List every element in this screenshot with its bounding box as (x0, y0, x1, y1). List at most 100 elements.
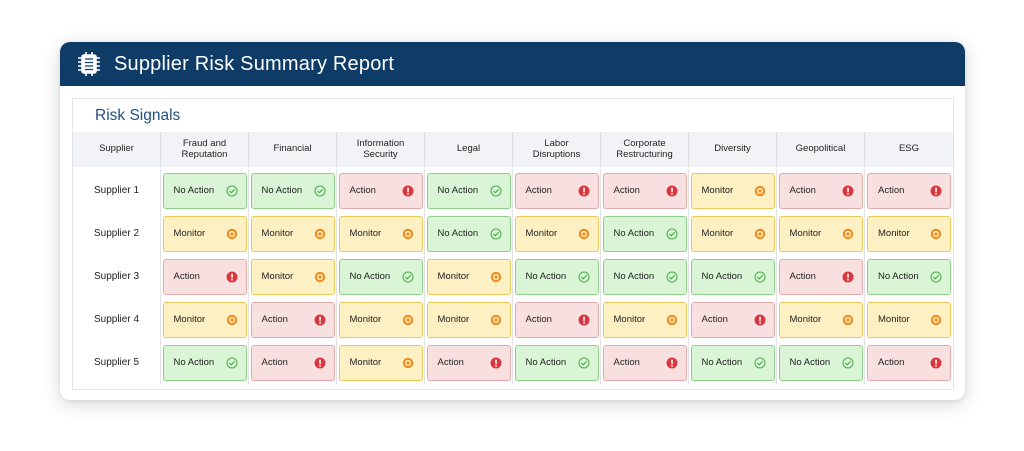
check-circle-icon (225, 356, 238, 369)
status-badge-action[interactable]: Action (778, 172, 863, 209)
status-badge-action[interactable]: Action (867, 172, 951, 209)
status-badge-action[interactable]: Action (690, 301, 775, 338)
status-badge-monitor[interactable]: Monitor (162, 301, 247, 338)
status-badge-no-action[interactable]: No Action (690, 344, 775, 381)
status-cell: Monitor (777, 298, 865, 341)
alert-icon (226, 271, 238, 283)
status-badge-monitor[interactable]: Monitor (162, 215, 247, 252)
status-badge-no-action[interactable]: No Action (338, 258, 423, 295)
status-badge-monitor[interactable]: Monitor (778, 215, 863, 252)
status-badge-action[interactable]: Action (602, 172, 687, 209)
status-cell: Action (249, 298, 337, 341)
status-badge-monitor[interactable]: Monitor (602, 301, 687, 338)
status-label: No Action (525, 357, 567, 368)
status-badge-no-action[interactable]: No Action (778, 344, 863, 381)
report-card: Supplier Risk Summary Report Risk Signal… (60, 42, 965, 400)
status-label: Action (437, 357, 464, 368)
status-label: No Action (878, 271, 919, 282)
status-badge-monitor[interactable]: Monitor (514, 215, 599, 252)
status-badge-no-action[interactable]: No Action (602, 258, 687, 295)
status-label: Monitor (349, 314, 382, 325)
supplier-name: Supplier 2 (73, 212, 161, 255)
status-badge-monitor[interactable]: Monitor (867, 215, 951, 252)
column-header: ESG (898, 143, 920, 155)
status-badge-no-action[interactable]: No Action (867, 258, 951, 295)
status-badge-monitor[interactable]: Monitor (250, 215, 335, 252)
status-badge-action[interactable]: Action (514, 172, 599, 209)
status-label: Action (613, 185, 640, 196)
status-cell: Monitor (689, 169, 777, 212)
target-icon (314, 228, 326, 240)
status-badge-no-action[interactable]: No Action (514, 344, 599, 381)
status-label: Monitor (173, 314, 206, 325)
report-title: Supplier Risk Summary Report (114, 52, 395, 75)
status-badge-no-action[interactable]: No Action (426, 172, 511, 209)
status-cell: Monitor (161, 298, 249, 341)
status-label: Action (878, 357, 905, 368)
status-label: No Action (525, 271, 567, 282)
target-icon (314, 271, 326, 283)
status-label: Monitor (261, 271, 294, 282)
status-label: No Action (613, 271, 655, 282)
status-cell: Action (777, 169, 865, 212)
status-badge-monitor[interactable]: Monitor (338, 344, 423, 381)
status-badge-monitor[interactable]: Monitor (426, 301, 511, 338)
status-cell: Monitor (513, 212, 601, 255)
alert-icon (578, 185, 590, 197)
status-badge-no-action[interactable]: No Action (250, 172, 335, 209)
target-icon (490, 271, 502, 283)
status-badge-no-action[interactable]: No Action (602, 215, 687, 252)
status-label: Monitor (789, 314, 822, 325)
status-cell: Monitor (161, 212, 249, 255)
column-header: Labor Disruptions (513, 132, 601, 167)
target-icon (754, 228, 766, 240)
status-badge-action[interactable]: Action (426, 344, 511, 381)
status-cell: No Action (161, 169, 249, 212)
supplier-name: Supplier 5 (73, 341, 161, 384)
target-icon (226, 228, 238, 240)
status-label: No Action (437, 185, 479, 196)
status-label: Monitor (701, 228, 734, 239)
status-label: Action (701, 314, 728, 325)
status-cell: Monitor (249, 212, 337, 255)
status-cell: No Action (425, 169, 513, 212)
status-badge-no-action[interactable]: No Action (690, 258, 775, 295)
status-cell: No Action (249, 169, 337, 212)
status-cell: Action (337, 169, 425, 212)
status-badge-monitor[interactable]: Monitor (426, 258, 511, 295)
status-badge-monitor[interactable]: Monitor (338, 215, 423, 252)
status-label: No Action (261, 185, 303, 196)
status-badge-monitor[interactable]: Monitor (690, 215, 775, 252)
status-badge-no-action[interactable]: No Action (426, 215, 511, 252)
status-label: Action (789, 185, 816, 196)
status-badge-action[interactable]: Action (602, 344, 687, 381)
status-cell: Action (865, 341, 953, 384)
status-badge-action[interactable]: Action (162, 258, 247, 295)
alert-icon (402, 185, 414, 197)
alert-icon (930, 185, 942, 197)
status-badge-action[interactable]: Action (514, 301, 599, 338)
status-badge-no-action[interactable]: No Action (162, 344, 247, 381)
status-badge-monitor[interactable]: Monitor (690, 172, 775, 209)
status-label: No Action (173, 185, 215, 196)
status-badge-monitor[interactable]: Monitor (338, 301, 423, 338)
status-badge-action[interactable]: Action (778, 258, 863, 295)
table-row: Supplier 4 Monitor Action Monitor Monitor Act… (73, 298, 953, 341)
status-cell: Monitor (337, 212, 425, 255)
alert-icon (754, 314, 766, 326)
status-cell: Action (601, 169, 689, 212)
status-badge-monitor[interactable]: Monitor (778, 301, 863, 338)
status-badge-no-action[interactable]: No Action (514, 258, 599, 295)
status-badge-monitor[interactable]: Monitor (867, 301, 951, 338)
status-badge-action[interactable]: Action (250, 344, 335, 381)
status-badge-action[interactable]: Action (338, 172, 423, 209)
status-badge-action[interactable]: Action (867, 344, 951, 381)
column-header: Financial (249, 132, 337, 167)
target-icon (402, 314, 414, 326)
status-badge-no-action[interactable]: No Action (162, 172, 247, 209)
table-row: Supplier 5 No Action Action Monitor Action No… (73, 341, 953, 384)
status-badge-monitor[interactable]: Monitor (250, 258, 335, 295)
target-icon (490, 314, 502, 326)
status-cell: No Action (689, 255, 777, 298)
status-badge-action[interactable]: Action (250, 301, 335, 338)
